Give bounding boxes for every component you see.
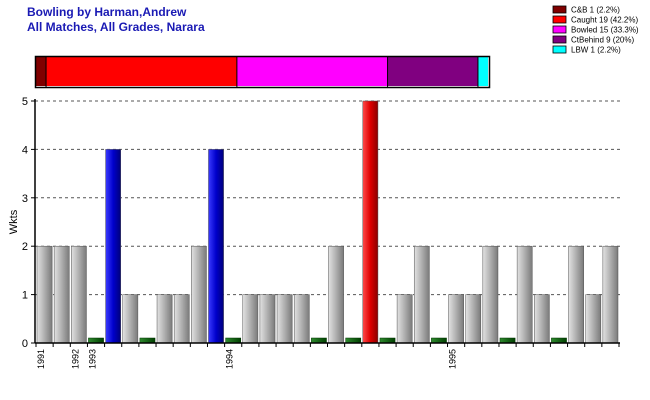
bar-9 [191, 245, 207, 344]
legend-swatch-0 [552, 5, 567, 14]
bar-33 [602, 245, 619, 344]
bar-2 [71, 245, 87, 344]
legend-label-4: LBW 1 (2.2%) [571, 46, 621, 55]
bar-19 [362, 100, 379, 344]
y-axis: 0 1 2 3 4 5 Wkts [8, 96, 36, 350]
y-tick-label-4: 4 [22, 144, 28, 156]
bar-14 [276, 294, 293, 344]
legend-swatch-4 [552, 45, 567, 54]
legend-label-3: CtBehind 9 (20%) [571, 36, 634, 45]
season-label-4: 1995 [448, 349, 458, 369]
chart-title-line-2: All Matches, All Grades, Narara [27, 20, 205, 34]
bar-1 [53, 245, 70, 344]
bar-5 [122, 294, 139, 344]
y-tick-label-1: 1 [22, 290, 28, 302]
chart-title-line-1: Bowling by Harman,Andrew [27, 5, 187, 19]
bar-17 [328, 245, 344, 344]
summary-segment-4 [477, 57, 488, 86]
season-label-2: 1993 [87, 349, 97, 369]
summary-segment-0 [36, 57, 47, 86]
y-axis-label: Wkts [8, 209, 20, 234]
legend: C&B 1 (2.2%)Caught 19 (42.2%)Bowled 15 (… [552, 5, 639, 55]
bar-series [36, 100, 619, 344]
bar-28 [516, 245, 533, 344]
legend-swatch-2 [552, 25, 567, 34]
legend-label-2: Bowled 15 (33.3%) [571, 26, 639, 35]
summary-bar-border [34, 55, 491, 89]
summary-segment-1 [46, 57, 237, 86]
bar-31 [568, 245, 584, 344]
season-label-1: 1992 [70, 349, 80, 369]
bar-10 [208, 149, 224, 344]
bar-25 [465, 294, 482, 344]
dismissal-summary-bar [34, 55, 491, 89]
bar-24 [448, 294, 464, 344]
summary-segment-2 [236, 57, 388, 86]
summary-segment-3 [387, 57, 478, 86]
bar-15 [293, 294, 310, 344]
bar-21 [396, 294, 413, 344]
season-label-0: 1991 [36, 349, 46, 369]
y-tick-label-2: 2 [22, 241, 28, 253]
legend-label-0: C&B 1 (2.2%) [571, 6, 620, 15]
x-axis: 1991 1992 1993 1994 1995 [35, 342, 620, 369]
y-tick-label-5: 5 [22, 96, 28, 108]
bar-12 [242, 294, 259, 344]
legend-swatch-1 [552, 15, 567, 24]
bar-22 [413, 245, 430, 344]
bar-0 [36, 245, 53, 344]
bar-13 [259, 294, 276, 344]
bar-29 [534, 294, 550, 344]
bar-4 [105, 149, 121, 344]
bar-7 [156, 294, 173, 344]
y-tick-label-3: 3 [22, 193, 28, 205]
bar-8 [173, 294, 190, 344]
legend-swatch-3 [552, 35, 567, 44]
legend-label-1: Caught 19 (42.2%) [571, 16, 638, 25]
bar-26 [482, 245, 499, 344]
season-label-3: 1994 [225, 349, 235, 369]
y-tick-label-0: 0 [22, 338, 28, 350]
bar-32 [585, 294, 602, 344]
